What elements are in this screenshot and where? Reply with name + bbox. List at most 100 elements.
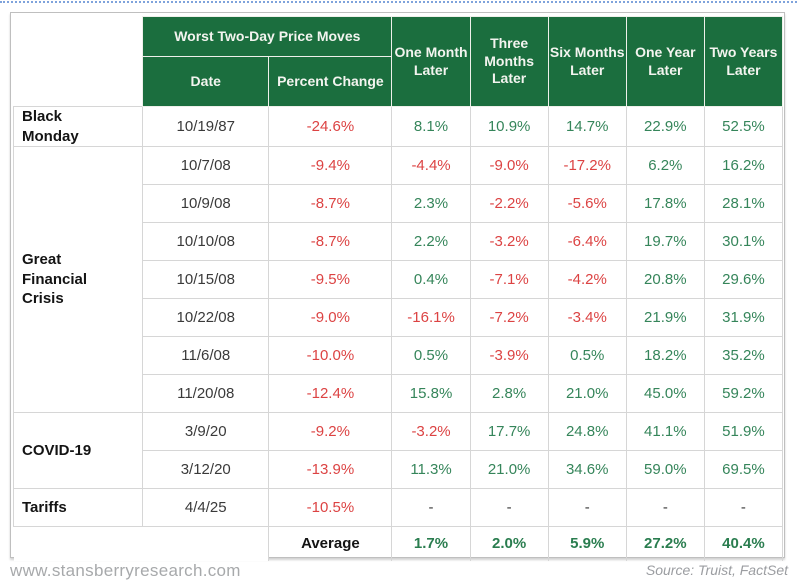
- date-cell: 10/7/08: [142, 146, 270, 185]
- price-moves-table: Worst Two-Day Price Moves One Month Late…: [12, 16, 784, 561]
- value-cell: 18.2%: [625, 336, 705, 375]
- value-cell: 0.5%: [547, 336, 627, 375]
- value-cell: -: [391, 488, 471, 527]
- average-value-cell: 1.7%: [391, 526, 471, 561]
- value-cell: 17.7%: [469, 412, 549, 451]
- pct-change-cell: -9.4%: [268, 146, 393, 185]
- value-cell: -: [703, 488, 784, 527]
- value-cell: -3.2%: [469, 222, 549, 261]
- value-cell: 34.6%: [547, 450, 627, 489]
- price-moves-table-frame: Worst Two-Day Price Moves One Month Late…: [10, 12, 785, 561]
- col-header-date: Date: [142, 56, 270, 107]
- table-row: 3/12/20 -13.9% 11.3% 21.0% 34.6% 59.0% 6…: [14, 450, 784, 489]
- value-cell: -6.4%: [547, 222, 627, 261]
- value-cell: 24.8%: [547, 412, 627, 451]
- value-cell: 21.0%: [547, 374, 627, 413]
- date-cell: 3/12/20: [142, 450, 270, 489]
- source-attribution-text: Source: Truist, FactSet: [645, 562, 788, 578]
- value-cell: 14.7%: [547, 106, 627, 147]
- col-header-one-month-later: One Month Later: [391, 16, 471, 107]
- value-cell: 45.0%: [625, 374, 705, 413]
- date-cell: 4/4/25: [142, 488, 270, 527]
- value-cell: 28.1%: [703, 184, 784, 223]
- value-cell: 19.7%: [625, 222, 705, 261]
- average-row-spacer: [13, 526, 269, 561]
- table-row: 11/6/08 -10.0% 0.5% -3.9% 0.5% 18.2% 35.…: [14, 336, 784, 375]
- value-cell: 29.6%: [703, 260, 784, 299]
- date-cell: 10/15/08: [142, 260, 270, 299]
- value-cell: 0.4%: [391, 260, 471, 299]
- col-header-one-year-later: One Year Later: [625, 16, 705, 107]
- pct-change-cell: -8.7%: [268, 184, 393, 223]
- value-cell: 16.2%: [703, 146, 784, 185]
- value-cell: -: [625, 488, 705, 527]
- pct-change-cell: -10.0%: [268, 336, 393, 375]
- average-value-cell: 5.9%: [547, 526, 627, 561]
- table-row: Great Financial Crisis 10/7/08 -9.4% -4.…: [12, 146, 784, 413]
- value-cell: 59.0%: [625, 450, 705, 489]
- date-cell: 11/6/08: [142, 336, 270, 375]
- table-row: 10/15/08 -9.5% 0.4% -7.1% -4.2% 20.8% 29…: [14, 260, 784, 299]
- date-cell: 10/22/08: [142, 298, 270, 337]
- pct-change-cell: -13.9%: [268, 450, 393, 489]
- table-row: 10/9/08 -8.7% 2.3% -2.2% -5.6% 17.8% 28.…: [14, 184, 784, 223]
- value-cell: -4.4%: [391, 146, 471, 185]
- value-cell: -9.0%: [469, 146, 549, 185]
- table-row: COVID-19 3/9/20 -9.2% -3.2% 17.7% 24.8% …: [12, 412, 784, 489]
- value-cell: 21.9%: [625, 298, 705, 337]
- row-group-label-covid-19: COVID-19: [12, 412, 144, 489]
- site-url-text: www.stansberryresearch.com: [10, 561, 241, 580]
- value-cell: -5.6%: [547, 184, 627, 223]
- value-cell: -17.2%: [547, 146, 627, 185]
- value-cell: 2.8%: [469, 374, 549, 413]
- value-cell: 2.3%: [391, 184, 471, 223]
- average-row: Average 1.7% 2.0% 5.9% 27.2% 40.4%: [13, 526, 784, 561]
- value-cell: -7.2%: [469, 298, 549, 337]
- pct-change-cell: -12.4%: [268, 374, 393, 413]
- value-cell: 15.8%: [391, 374, 471, 413]
- value-cell: -3.9%: [469, 336, 549, 375]
- date-cell: 11/20/08: [142, 374, 270, 413]
- value-cell: 69.5%: [703, 450, 784, 489]
- col-header-two-years-later: Two Years Later: [703, 16, 784, 107]
- value-cell: 20.8%: [625, 260, 705, 299]
- table-row: 10/22/08 -9.0% -16.1% -7.2% -3.4% 21.9% …: [14, 298, 784, 337]
- table-row: Black Monday 10/19/87 -24.6% 8.1% 10.9% …: [12, 106, 784, 147]
- average-value-cell: 40.4%: [703, 526, 784, 561]
- value-cell: -7.1%: [469, 260, 549, 299]
- value-cell: 11.3%: [391, 450, 471, 489]
- date-cell: 3/9/20: [142, 412, 270, 451]
- value-cell: 51.9%: [703, 412, 784, 451]
- row-group-label-great-financial-crisis: Great Financial Crisis: [12, 146, 144, 413]
- pct-change-cell: -9.5%: [268, 260, 393, 299]
- value-cell: 41.1%: [625, 412, 705, 451]
- value-cell: -3.2%: [391, 412, 471, 451]
- value-cell: 17.8%: [625, 184, 705, 223]
- date-cell: 10/10/08: [142, 222, 270, 261]
- value-cell: -3.4%: [547, 298, 627, 337]
- value-cell: 22.9%: [625, 106, 705, 147]
- date-cell: 10/19/87: [142, 106, 270, 147]
- average-value-cell: 2.0%: [469, 526, 549, 561]
- value-cell: 35.2%: [703, 336, 784, 375]
- col-header-three-months-later: Three Months Later: [469, 16, 549, 107]
- pct-change-cell: -9.0%: [268, 298, 393, 337]
- blank-corner-cell: [13, 16, 143, 107]
- value-cell: -: [469, 488, 549, 527]
- value-cell: 21.0%: [469, 450, 549, 489]
- top-dotted-divider: [0, 1, 797, 3]
- row-group-label-tariffs: Tariffs: [12, 488, 144, 527]
- table-row: 11/20/08 -12.4% 15.8% 2.8% 21.0% 45.0% 5…: [14, 374, 784, 413]
- value-cell: 8.1%: [391, 106, 471, 147]
- col-header-percent-change: Percent Change: [268, 56, 393, 107]
- pct-change-cell: -9.2%: [268, 412, 393, 451]
- value-cell: -2.2%: [469, 184, 549, 223]
- table-row: Tariffs 4/4/25 -10.5% - - - - -: [12, 488, 784, 527]
- value-cell: 30.1%: [703, 222, 784, 261]
- pct-change-cell: -10.5%: [268, 488, 393, 527]
- value-cell: -16.1%: [391, 298, 471, 337]
- value-cell: 10.9%: [469, 106, 549, 147]
- row-group-label-black-monday: Black Monday: [12, 106, 144, 147]
- value-cell: 6.2%: [625, 146, 705, 185]
